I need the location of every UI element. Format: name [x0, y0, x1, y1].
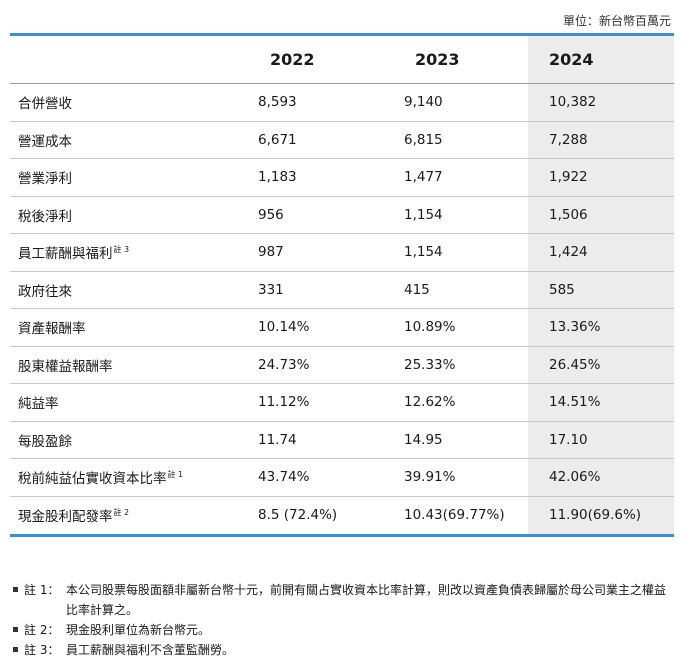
footnote-tag: 註 3：: [24, 643, 60, 657]
table-row: 每股盈餘 11.74 14.95 17.10: [10, 422, 674, 459]
header-cell-2024: 2024: [549, 50, 594, 69]
value-cell-2023: 25.33%: [404, 356, 456, 373]
value-cell-2022: 10.14%: [258, 319, 310, 336]
row-label: 資產報酬率: [18, 321, 86, 338]
table-row: 稅後淨利 956 1,154 1,506: [10, 197, 674, 234]
row-label-cell: 每股盈餘: [10, 430, 258, 450]
row-label: 現金股利配發率: [18, 509, 113, 526]
value-cell-2023: 1,154: [404, 206, 443, 223]
table-row: 股東權益報酬率 24.73% 25.33% 26.45%: [10, 347, 674, 384]
footnotes: 註 1： 本公司股票每股面額非屬新台幣十元，前開有關占實收資本比率計算，則改以資產…: [12, 580, 672, 660]
value-cell-2024: 1,922: [549, 169, 588, 186]
header-cell-2022: 2022: [270, 50, 315, 69]
value-cell-2022: 331: [258, 281, 284, 298]
row-label-cell: 純益率: [10, 392, 258, 412]
value-cell-2023: 1,154: [404, 244, 443, 261]
row-label-cell: 稅前純益佔實收資本比率註 1: [10, 467, 258, 487]
table-row: 稅前純益佔實收資本比率註 1 43.74% 39.91% 42.06%: [10, 459, 674, 497]
row-label-cell: 現金股利配發率註 2: [10, 505, 258, 525]
row-label-cell: 稅後淨利: [10, 205, 258, 225]
value-cell-2024: 585: [549, 281, 575, 298]
footnote-marker: 註 2: [113, 508, 130, 518]
value-cell-2022: 8,593: [258, 94, 297, 111]
footnote-text: 員工薪酬與福利不含董監酬勞。: [66, 643, 235, 657]
row-label: 稅後淨利: [18, 208, 72, 225]
value-cell-2023: 6,815: [404, 131, 443, 148]
value-cell-2022: 11.12%: [258, 394, 310, 411]
value-cell-2023: 14.95: [404, 431, 443, 448]
value-cell-2022: 956: [258, 206, 284, 223]
footnote-item: 註 1： 本公司股票每股面額非屬新台幣十元，前開有關占實收資本比率計算，則改以資產…: [12, 580, 672, 620]
value-cell-2022: 1,183: [258, 169, 297, 186]
row-label: 純益率: [18, 396, 59, 413]
row-label: 合併營收: [18, 96, 72, 113]
footnote-text: 本公司股票每股面額非屬新台幣十元，前開有關占實收資本比率計算，則改以資產負債表歸…: [66, 583, 667, 617]
header-cell-2023: 2023: [415, 50, 460, 69]
financial-table: 2022 2023 2024 合併營收 8,593 9,140 10,382 營運成本 6…: [10, 33, 674, 537]
value-cell-2022: 6,671: [258, 131, 297, 148]
value-cell-2023: 1,477: [404, 169, 443, 186]
value-cell-2022: 11.74: [258, 431, 297, 448]
table-row: 資產報酬率 10.14% 10.89% 13.36%: [10, 309, 674, 347]
value-cell-2023: 10.43(69.77%): [404, 507, 505, 524]
row-label-cell: 政府往來: [10, 280, 258, 300]
table-row: 現金股利配發率註 2 8.5 (72.4%) 10.43(69.77%) 11.90(…: [10, 497, 674, 535]
value-cell-2022: 43.74%: [258, 469, 310, 486]
unit-label: 單位：新台幣百萬元: [562, 14, 671, 28]
highlight-column-2024: [528, 36, 674, 534]
value-cell-2023: 10.89%: [404, 319, 456, 336]
table-row: 純益率 11.12% 12.62% 14.51%: [10, 384, 674, 422]
value-cell-2024: 26.45%: [549, 356, 601, 373]
footnote-tag: 註 1：: [24, 583, 60, 597]
row-label-cell: 資產報酬率: [10, 317, 258, 337]
row-label-cell: 營運成本: [10, 130, 258, 150]
footnote-tag: 註 2：: [24, 623, 60, 637]
value-cell-2023: 415: [404, 281, 430, 298]
value-cell-2023: 39.91%: [404, 469, 456, 486]
square-bullet-icon: [12, 640, 24, 660]
value-cell-2022: 987: [258, 244, 284, 261]
square-bullet-icon: [12, 580, 24, 620]
value-cell-2022: 24.73%: [258, 356, 310, 373]
footnote-marker: 註 1: [167, 470, 184, 480]
value-cell-2024: 13.36%: [549, 319, 601, 336]
value-cell-2024: 42.06%: [549, 469, 601, 486]
value-cell-2022: 8.5 (72.4%): [258, 507, 338, 524]
table-row: 營運成本 6,671 6,815 7,288: [10, 122, 674, 159]
value-cell-2024: 14.51%: [549, 394, 601, 411]
row-label-cell: 營業淨利: [10, 167, 258, 187]
row-label-cell: 員工薪酬與福利註 3: [10, 242, 258, 262]
square-bullet-icon: [12, 620, 24, 640]
value-cell-2024: 1,506: [549, 206, 588, 223]
value-cell-2023: 12.62%: [404, 394, 456, 411]
row-label: 股東權益報酬率: [18, 358, 113, 375]
value-cell-2023: 9,140: [404, 94, 443, 111]
footnote-item: 註 3： 員工薪酬與福利不含董監酬勞。: [12, 640, 672, 660]
footnote-text: 現金股利單位為新台幣元。: [66, 623, 211, 637]
row-label: 營業淨利: [18, 171, 72, 188]
row-label: 稅前純益佔實收資本比率: [18, 471, 167, 488]
value-cell-2024: 17.10: [549, 431, 588, 448]
row-label: 營運成本: [18, 133, 72, 150]
row-label: 政府往來: [18, 283, 72, 300]
row-label: 員工薪酬與福利: [18, 246, 113, 263]
value-cell-2024: 1,424: [549, 244, 588, 261]
value-cell-2024: 7,288: [549, 131, 588, 148]
value-cell-2024: 11.90(69.6%): [549, 507, 642, 524]
table-row: 營業淨利 1,183 1,477 1,922: [10, 159, 674, 197]
footnote-marker: 註 3: [113, 245, 130, 255]
row-label: 每股盈餘: [18, 433, 72, 450]
row-label-cell: 合併營收: [10, 92, 258, 112]
table-row: 員工薪酬與福利註 3 987 1,154 1,424: [10, 234, 674, 272]
footnote-item: 註 2： 現金股利單位為新台幣元。: [12, 620, 672, 640]
value-cell-2024: 10,382: [549, 94, 597, 111]
table-row: 合併營收 8,593 9,140 10,382: [10, 84, 674, 122]
table-header-row: 2022 2023 2024: [10, 36, 674, 84]
row-label-cell: 股東權益報酬率: [10, 355, 258, 375]
table-row: 政府往來 331 415 585: [10, 272, 674, 309]
